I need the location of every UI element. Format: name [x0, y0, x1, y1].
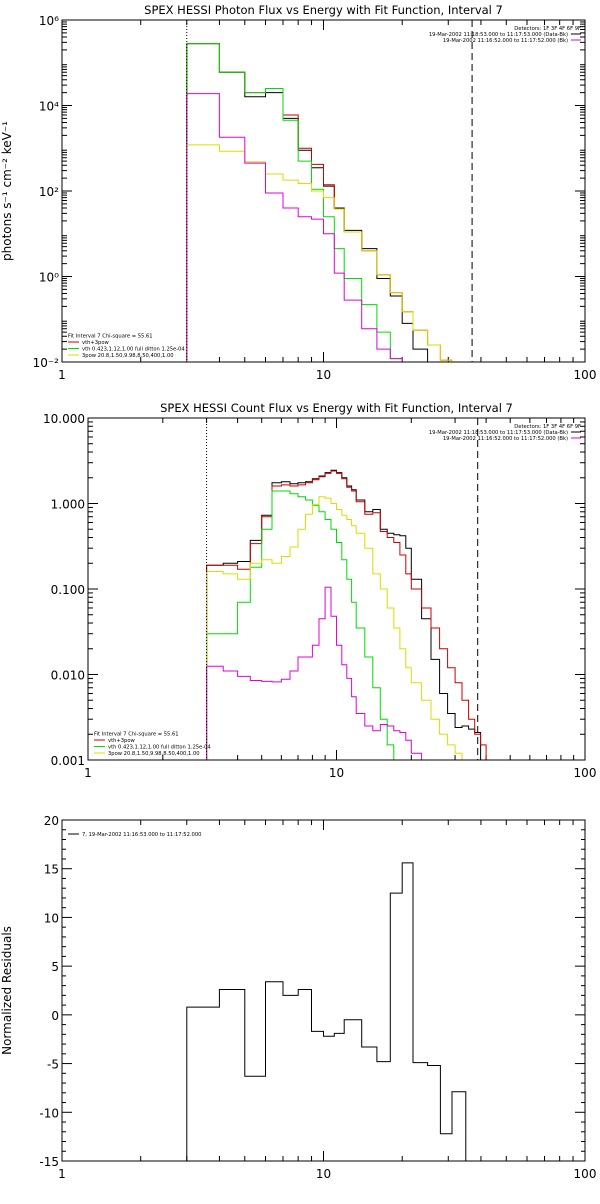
count-flux-info-text: 19-Mar-2002 11:16:52.000 to 11:17:52.000… [443, 436, 568, 442]
count-flux-y-tick-label: 0.100 [51, 583, 85, 597]
count-flux-y-tick-label: 10.000 [43, 412, 85, 426]
photon-flux-axes-frame [61, 19, 586, 363]
photon-flux-y-tick-label: 10⁻² [33, 356, 60, 370]
count-flux-axes-frame [87, 417, 586, 761]
residuals-y-tick-label: 0 [51, 1009, 59, 1023]
count-flux-x-tick-label: 10 [329, 766, 344, 780]
residuals-x-tick-label: 1 [58, 1167, 66, 1181]
photon-flux-x-tick-label: 1 [58, 368, 66, 382]
count-flux-x-tick-label: 1 [84, 766, 92, 780]
residuals-y-tick-label: -10 [39, 1106, 59, 1120]
count-flux-info-text: Detectors: 1F 3F 4F 6F 9F [514, 424, 581, 430]
count-flux-series-2 [206, 470, 487, 760]
photon-flux-y-tick-label: 10⁴ [39, 100, 59, 114]
photon-flux-y-axis-label: photons s⁻¹ cm⁻² keV⁻¹ [0, 121, 14, 261]
photon-flux-series-3 [186, 43, 403, 362]
residuals-series-group [186, 862, 467, 1161]
residuals-axes-frame [61, 819, 586, 1162]
count-flux-panel: SPEX HESSI Count Flux vs Energy with Fit… [43, 401, 596, 780]
residuals-y-tick-label: -5 [47, 1058, 59, 1072]
photon-flux-legend-text: vth+3pow [82, 340, 110, 346]
photon-flux-info-text: 19-Mar-2002 11:18:53.000 to 11:17:53.000… [429, 32, 568, 38]
photon-flux-y-tick-label: 10⁰ [39, 271, 59, 285]
residuals-y-tick-label: 15 [44, 863, 59, 877]
residuals-y-ticks [62, 819, 585, 1162]
count-flux-y-tick-label: 0.010 [51, 669, 85, 683]
photon-flux-legend-text: Fit Interval 7 Chi-square = 55.61 [68, 334, 153, 340]
residuals-y-tick-label: 5 [51, 960, 59, 974]
count-flux-series-3 [206, 490, 395, 760]
count-flux-legend-text: vth+3pow [108, 738, 136, 744]
count-flux-series-4 [206, 496, 463, 760]
photon-flux-y-tick-label: 10² [39, 185, 59, 199]
count-flux-series-group [206, 469, 487, 760]
residuals-x-tick-label: 100 [574, 1167, 597, 1181]
residuals-y-tick-label: 20 [44, 814, 59, 828]
photon-flux-panel: SPEX HESSI Photon Flux vs Energy with Fi… [0, 3, 596, 382]
photon-flux-title: SPEX HESSI Photon Flux vs Energy with Fi… [144, 3, 503, 17]
photon-flux-x-tick-label: 100 [574, 368, 597, 382]
residuals-series-1 [186, 862, 467, 1161]
count-flux-legend-text: 3pow 20.8,1.50,9.98,8.50,400,1.00 [108, 751, 200, 757]
photon-flux-series-group [186, 43, 453, 362]
photon-flux-series-4 [186, 144, 453, 362]
photon-flux-series-5 [186, 93, 403, 362]
residuals-y-axis-label: Normalized Residuals [0, 926, 14, 1055]
residuals-y-tick-label: 10 [44, 911, 59, 925]
residuals-y-tick-label: -15 [39, 1155, 59, 1169]
count-flux-y-tick-label: 1.000 [51, 498, 85, 512]
count-flux-title: SPEX HESSI Count Flux vs Energy with Fit… [160, 401, 513, 415]
count-flux-x-tick-label: 100 [574, 766, 597, 780]
count-flux-info-text: 19-Mar-2002 11:18:53.000 to 11:17:53.000… [429, 430, 568, 436]
count-flux-legend-text: vth 0.423,1.12,1.00 full ditton 1.25e-04 [108, 745, 211, 751]
residuals-legend-text: 7, 19-Mar-2002 11:16:53.000 to 11:17:52.… [82, 832, 201, 838]
count-flux-y-tick-label: 0.001 [51, 754, 85, 768]
photon-flux-y-tick-label: 10⁶ [39, 14, 59, 28]
photon-flux-legend-text: 3pow 20.8,1.50,9.98,8.50,400,1.00 [82, 353, 174, 359]
photon-flux-x-tick-label: 10 [316, 368, 331, 382]
residuals-panel: Normalized Residuals 1 10 100 -15 -10 -5 0 5 10 15… [0, 814, 596, 1181]
photon-flux-legend-text: vth 0.423,1.12,1.00 full ditton 1.25e-04 [82, 347, 185, 353]
photon-flux-info-text: Detectors: 1F 3F 4F 6F 9F [514, 26, 581, 32]
count-flux-legend-text: Fit Interval 7 Chi-square = 55.61 [94, 732, 179, 738]
residuals-x-tick-label: 10 [316, 1167, 331, 1181]
photon-flux-info-text: 19-Mar-2002 11:16:52.000 to 11:17:52.000… [443, 38, 568, 44]
count-flux-series-5 [206, 586, 423, 760]
count-flux-series-1 [206, 469, 482, 760]
photon-flux-y-ticks [62, 19, 585, 363]
